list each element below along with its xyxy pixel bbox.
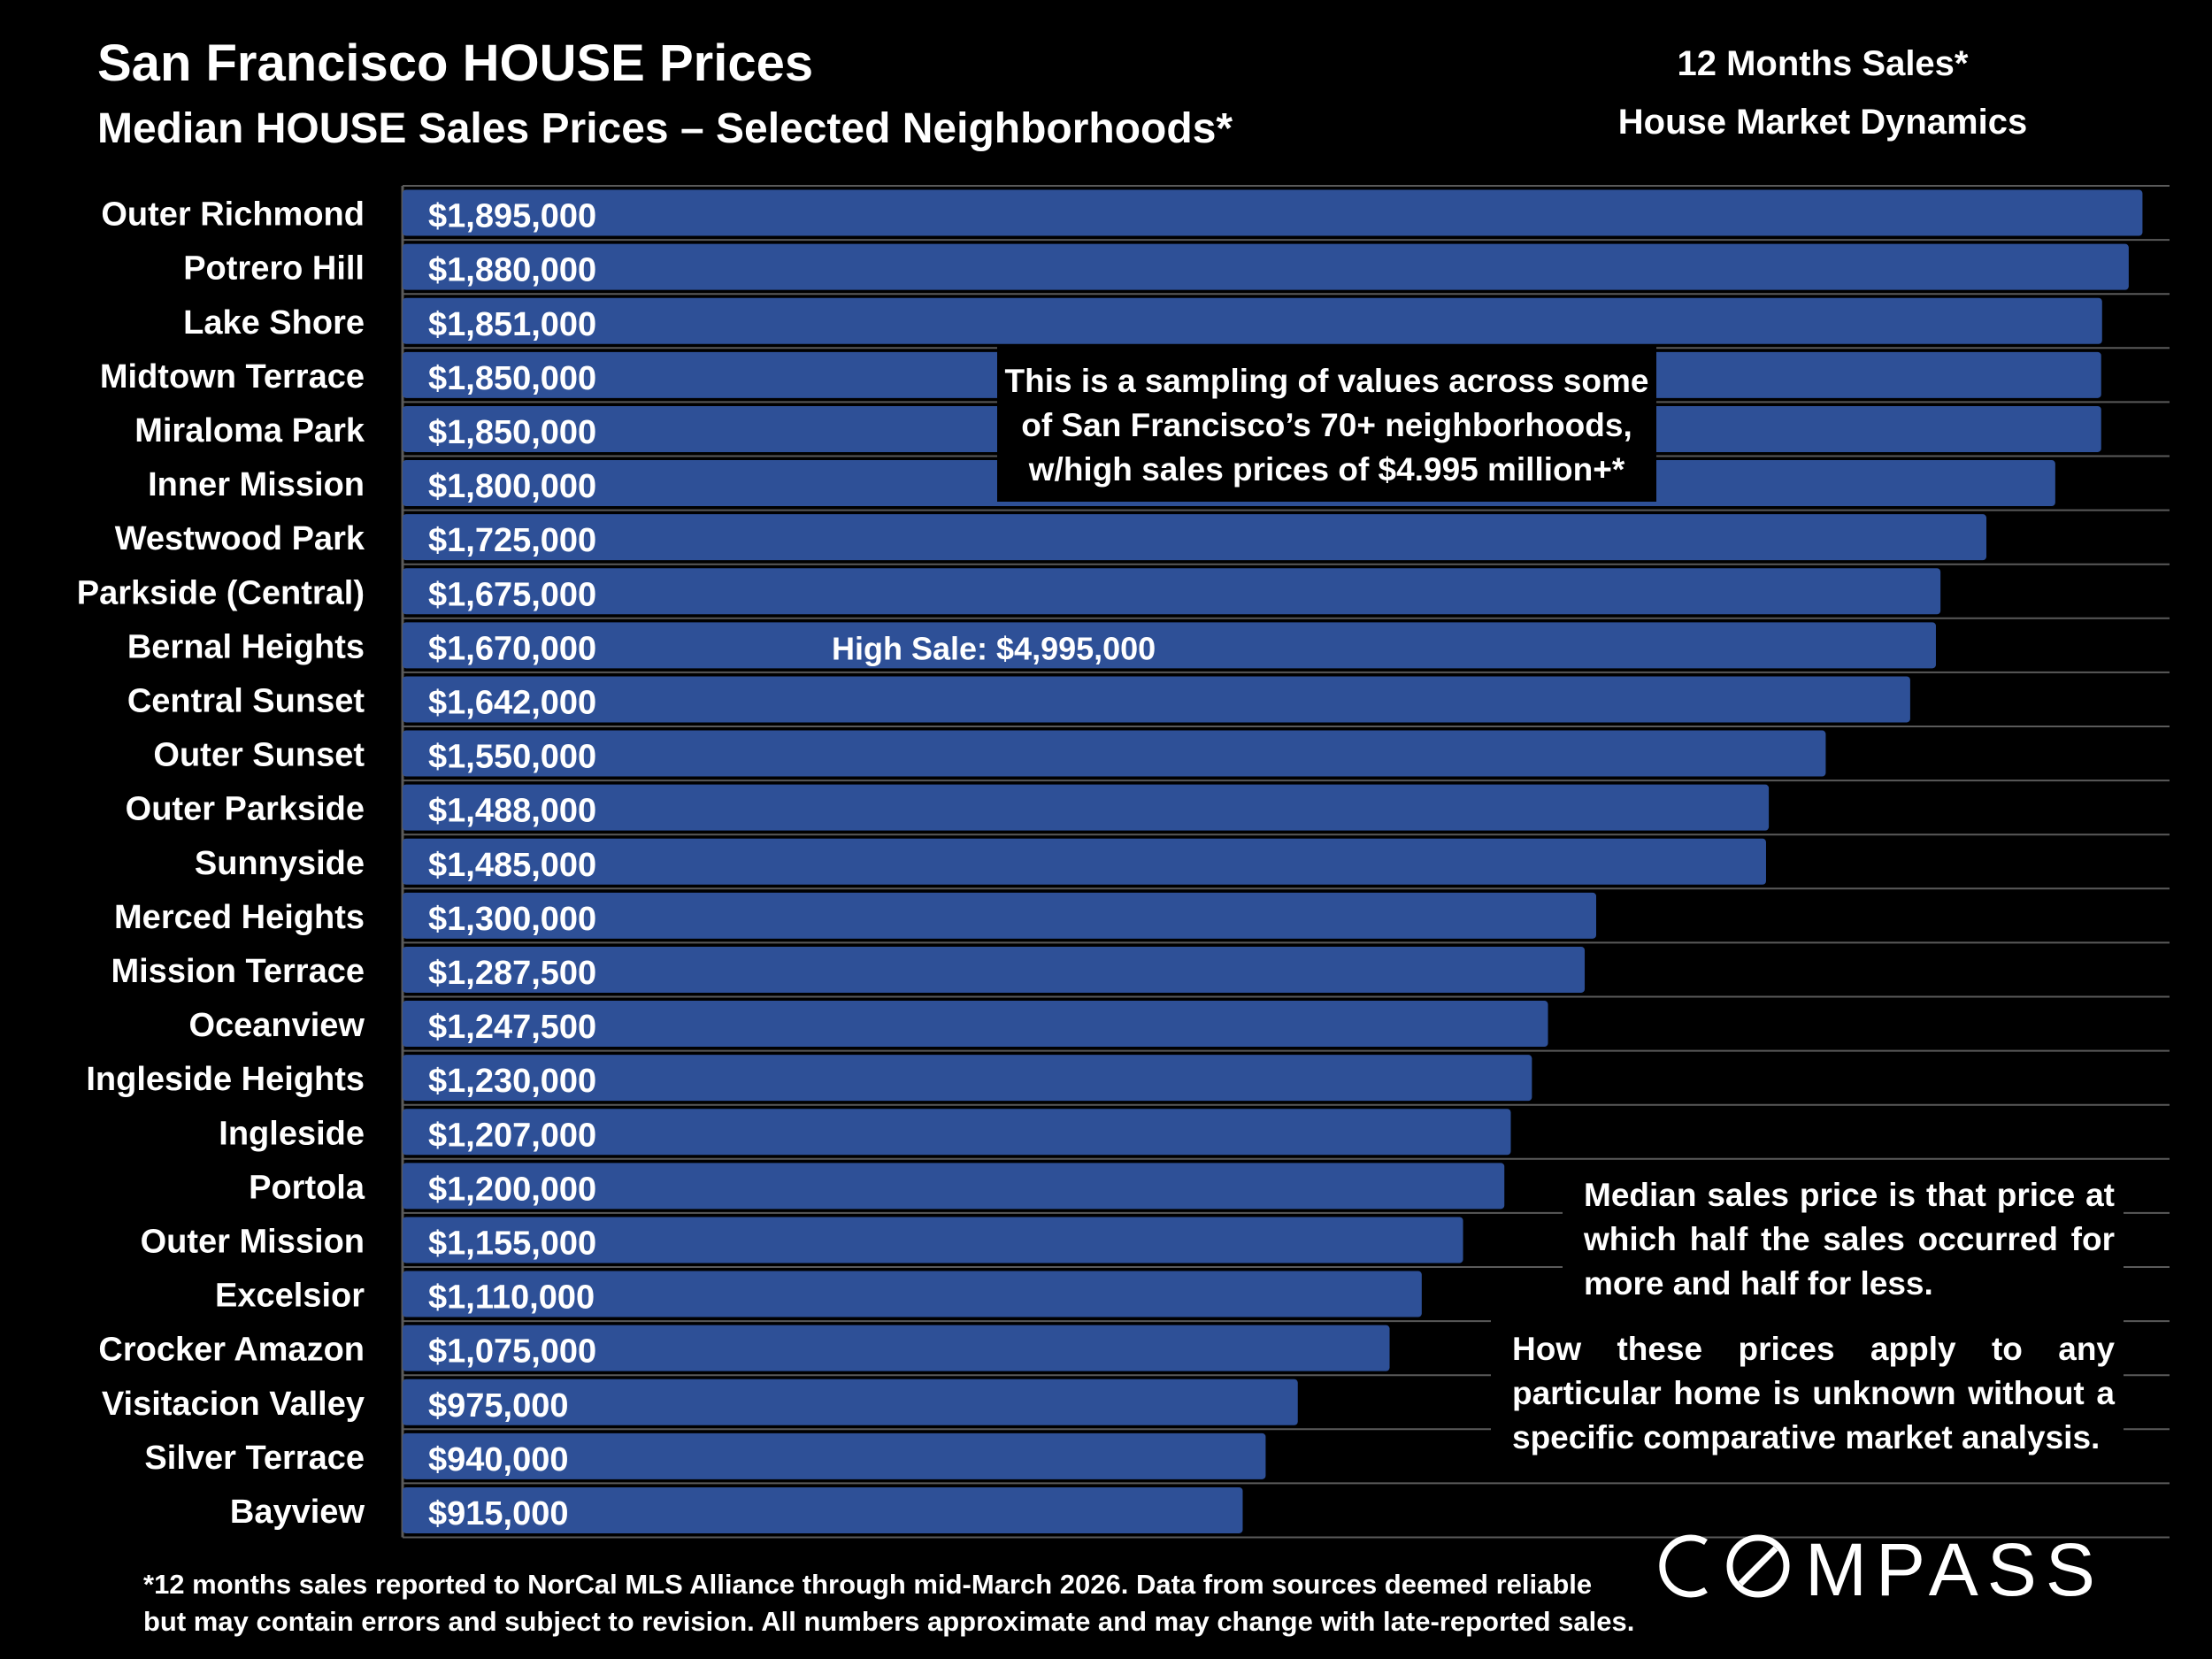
footnote-line: *12 months sales reported to NorCal MLS … [143,1569,1593,1600]
data-label: $1,800,000 [428,468,596,505]
bar [403,1109,1511,1156]
category-label: Inner Mission [148,466,365,503]
chart-subtitle: Median HOUSE Sales Prices – Selected Nei… [97,105,1233,152]
bar [403,514,1987,561]
category-label: Oceanview [188,1007,365,1044]
data-label: $1,670,000 [428,630,596,667]
category-label: Silver Terrace [144,1440,365,1477]
chart-title: San Francisco HOUSE Prices [97,35,814,92]
data-label: $1,230,000 [428,1063,596,1100]
apply-note-line: particular home is unknown without a [1512,1375,2115,1411]
data-label: $1,550,000 [428,739,596,776]
bar [403,946,1586,993]
bar [403,189,2143,236]
data-label: $1,287,500 [428,955,596,992]
bar [403,730,1826,777]
footnote: *12 months sales reported to NorCal MLS … [143,1566,1634,1640]
sampling-note-line: w/high sales prices of $4.995 million+* [1028,451,1625,488]
footnote-line: but may contain errors and subject to re… [143,1606,1635,1637]
data-label: $940,000 [428,1441,569,1479]
bar [403,1217,1463,1263]
apply-note-line: How these prices apply to any [1512,1331,2115,1367]
data-label: $1,207,000 [428,1117,596,1154]
data-label: $1,642,000 [428,684,596,721]
category-label: Outer Mission [141,1223,365,1260]
category-label: Outer Parkside [126,791,365,828]
bar [403,838,1766,885]
data-label: $1,850,000 [428,414,596,451]
data-label: $1,300,000 [428,901,596,938]
category-label: Excelsior [215,1278,365,1315]
median-note-line: Median sales price is that price at [1584,1177,2115,1213]
bar [403,892,1597,939]
sampling-note: This is a sampling of values across some… [997,345,1656,502]
category-label: Ingleside [219,1115,365,1152]
category-label: Sunnyside [195,845,365,882]
high-sale-annotation: High Sale: $4,995,000 [832,630,1156,666]
data-label: $1,247,500 [428,1009,596,1046]
data-label: $1,725,000 [428,522,596,559]
bar [403,1486,1243,1533]
category-label: Mission Terrace [111,953,365,990]
compass-logo: MPASS [1659,1528,2104,1606]
data-label: $1,880,000 [428,252,596,289]
category-label: Bernal Heights [127,628,365,665]
data-label: $1,485,000 [428,847,596,884]
price-application-note: How these prices apply to any particular… [1491,1320,2124,1463]
category-label: Miraloma Park [134,412,365,449]
median-note-line: more and half for less. [1584,1265,1933,1302]
bar [403,243,2129,290]
bar [403,1001,1548,1048]
apply-note-line: specific comparative market analysis. [1512,1419,2101,1455]
sampling-note-line: This is a sampling of values across some [1004,363,1649,399]
category-label: Ingleside Heights [86,1061,365,1098]
bar [403,1379,1298,1425]
data-label: $1,895,000 [428,198,596,235]
data-label: $1,850,000 [428,360,596,397]
category-label: Merced Heights [114,899,365,936]
category-label: Crocker Amazon [98,1332,365,1369]
category-label: Outer Sunset [153,737,365,774]
data-label: $915,000 [428,1495,569,1532]
data-label: $1,155,000 [428,1225,596,1262]
median-definition-note: Median sales price is that price at whic… [1563,1166,2124,1310]
category-label: Central Sunset [127,682,365,719]
data-label: $1,675,000 [428,576,596,613]
category-label: Westwood Park [115,520,365,557]
data-label: $1,110,000 [428,1279,595,1317]
bar [403,676,1910,723]
right-header-line-2: House Market Dynamics [1617,103,2028,142]
svg-text:MPASS: MPASS [1805,1528,2104,1606]
data-label: $975,000 [428,1387,569,1425]
category-label: Potrero Hill [183,250,365,288]
data-label: $1,200,000 [428,1171,596,1208]
data-label: $1,851,000 [428,306,596,343]
bar [403,1325,1390,1371]
category-label: Parkside (Central) [77,574,365,611]
category-label: Outer Richmond [101,196,365,234]
data-label: $1,075,000 [428,1333,596,1371]
bar [403,297,2102,344]
data-label: $1,488,000 [428,793,596,830]
bar [403,1271,1422,1317]
category-label: Portola [249,1169,365,1206]
median-note-line: which half the sales occurred for [1584,1221,2115,1257]
category-label: Bayview [230,1494,365,1531]
category-label: Midtown Terrace [100,358,365,396]
category-label: Lake Shore [183,304,365,342]
bar [403,1432,1266,1479]
category-label: Visitacion Valley [102,1386,365,1423]
bar [403,1163,1505,1210]
sampling-note-line: of San Francisco’s 70+ neighborhoods, [1021,407,1632,443]
bar [403,1055,1532,1102]
right-header-line-1: 12 Months Sales* [1677,44,1969,83]
bar [403,784,1770,831]
bar [403,622,1936,669]
bar [403,568,1941,615]
